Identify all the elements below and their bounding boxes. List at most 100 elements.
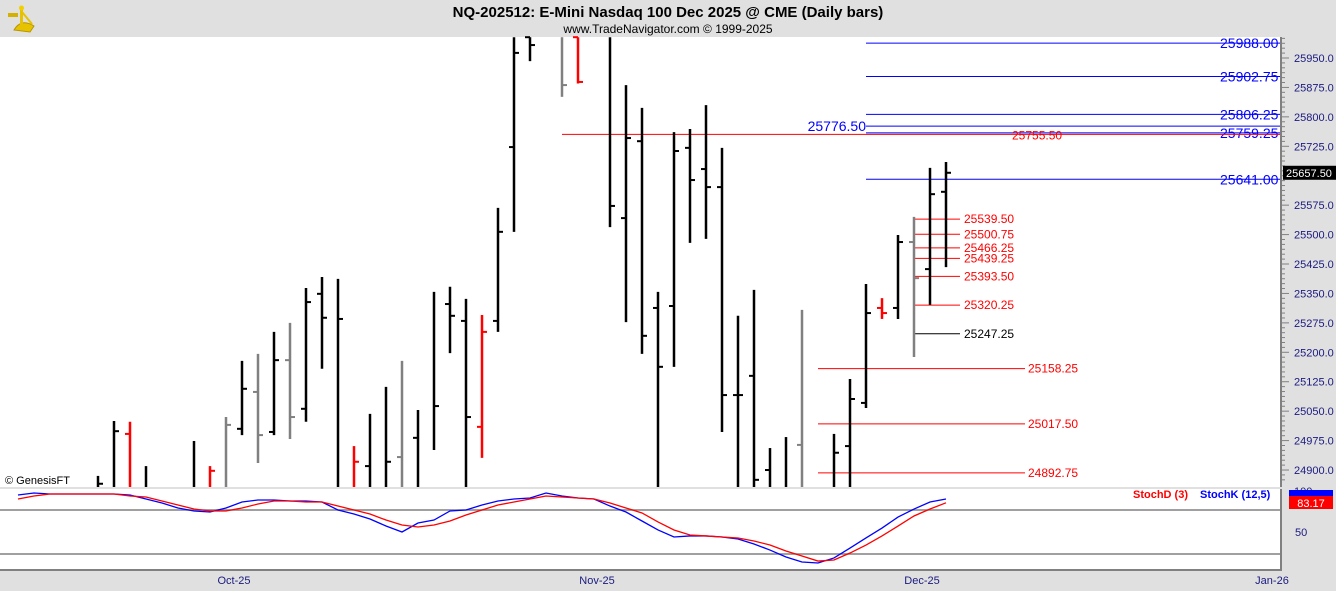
ohlc-bar	[560, 37, 567, 97]
stoch-tick-50: 50	[1295, 527, 1307, 539]
copyright-label: © GenesisFT	[5, 475, 70, 487]
stochd-legend: StochD (3)	[1133, 489, 1188, 501]
ohlc-bar	[365, 413, 372, 487]
level-label-red: 24892.75	[1028, 466, 1078, 480]
y-tick-label: 25500.0	[1294, 230, 1334, 242]
ohlc-bar	[269, 331, 279, 436]
ohlc-bar	[301, 287, 311, 422]
ohlc-bar	[525, 36, 535, 62]
level-label-short: 25393.50	[964, 269, 1014, 283]
x-label-oct: Oct-25	[217, 575, 250, 587]
y-tick-label: 25875.0	[1294, 82, 1334, 94]
ohlc-bar	[224, 417, 231, 487]
ohlc-bar	[749, 289, 759, 487]
ohlc-bar	[384, 386, 391, 487]
level-label-blue: 25776.50	[808, 118, 867, 134]
level-label-blue: 25759.25	[1220, 125, 1279, 141]
price-pane[interactable]	[0, 37, 1280, 487]
ohlc-bar	[733, 315, 743, 487]
ohlc-bar	[208, 466, 215, 487]
ohlc-bar	[653, 291, 663, 487]
ohlc-bar	[685, 129, 695, 243]
y-tick-label: 25050.0	[1294, 406, 1334, 418]
ohlc-bar	[637, 107, 647, 354]
y-tick-label: 25350.0	[1294, 288, 1334, 300]
stochk-line	[17, 492, 947, 564]
ohlc-bar	[352, 446, 359, 487]
y-tick-label: 25425.0	[1294, 259, 1334, 271]
ohlc-bar	[941, 161, 951, 268]
stochk-legend: StochK (12,5)	[1200, 489, 1271, 501]
level-label-red: 25755.50	[1012, 128, 1062, 142]
stochd-last-value: 83.17	[1297, 498, 1325, 510]
level-label-red: 25158.25	[1028, 362, 1078, 376]
ohlc-bar	[96, 475, 103, 487]
x-label-nov: Nov-25	[579, 575, 614, 587]
ohlc-bar	[336, 278, 343, 487]
stochd-last-tag	[1289, 496, 1333, 509]
sextant-icon	[8, 5, 35, 33]
ohlc-bar	[317, 276, 327, 369]
time-axis[interactable]: Oct-25 Nov-25 Dec-25 Jan-26	[217, 575, 1288, 587]
stochastic-pane[interactable]	[0, 489, 1280, 570]
ohlc-bar	[445, 286, 455, 354]
ohlc-bar	[509, 37, 519, 232]
x-label-jan: Jan-26	[1255, 575, 1289, 587]
ohlc-bar	[861, 284, 871, 409]
last-price-tag: 25657.50	[1283, 165, 1336, 180]
level-label-short: 25466.25	[964, 241, 1014, 255]
ohlc-bar	[925, 167, 935, 305]
level-label-short: 25320.25	[964, 298, 1014, 312]
ohlc-bar	[909, 216, 919, 358]
ohlc-bar	[112, 420, 119, 487]
level-label-blue: 25902.75	[1220, 69, 1279, 85]
ohlc-bar	[797, 309, 804, 487]
ohlc-bar	[717, 147, 727, 432]
ohlc-bar	[285, 322, 295, 440]
ohlc-bar	[253, 353, 263, 463]
stochastic-lines	[0, 492, 1280, 564]
ohlc-bar	[432, 291, 439, 451]
ohlc-bar	[669, 132, 679, 367]
ohlc-bar	[461, 298, 471, 487]
ohlc-bar	[125, 421, 132, 487]
chart-title: NQ-202512: E-Mini Nasdaq 100 Dec 2025 @ …	[453, 4, 884, 21]
y-tick-label: 25200.0	[1294, 347, 1334, 359]
ohlc-bar	[877, 298, 887, 319]
price-levels: 25988.00 25902.75 25806.25 25759.25 25641.00…	[562, 35, 1280, 480]
price-axis[interactable]: 25950.0 25875.0 25800.0 25725.0 25575.0 25500…	[1281, 37, 1334, 481]
ohlc-bar	[237, 360, 247, 436]
svg-text:25657.50: 25657.50	[1286, 168, 1332, 180]
y-tick-label: 24975.0	[1294, 436, 1334, 448]
x-label-dec: Dec-25	[904, 575, 939, 587]
ohlc-bar	[477, 315, 487, 458]
level-label-short: 25539.50	[964, 212, 1014, 226]
ohlc-bar	[573, 36, 583, 84]
ohlc-bar	[765, 448, 772, 487]
ohlc-bar	[397, 360, 404, 487]
y-tick-label: 24900.0	[1294, 465, 1334, 477]
ohlc-bar	[608, 37, 615, 228]
y-tick-label: 25950.0	[1294, 53, 1334, 65]
ohlc-bar	[832, 433, 839, 487]
level-label-red: 25017.50	[1028, 417, 1078, 431]
ohlc-bar	[845, 378, 855, 487]
level-label-short: 25500.75	[964, 227, 1014, 241]
level-label-blue: 25988.00	[1220, 35, 1279, 51]
level-label-short: 25247.25	[964, 327, 1014, 341]
y-tick-label: 25275.0	[1294, 318, 1334, 330]
stochd-line	[17, 493, 947, 562]
ohlc-bar	[701, 105, 711, 239]
y-tick-label: 25800.0	[1294, 112, 1334, 124]
level-label-blue: 25806.25	[1220, 106, 1279, 122]
y-tick-label: 25725.0	[1294, 141, 1334, 153]
level-label-blue: 25641.00	[1220, 171, 1279, 187]
level-label-short: 25439.25	[964, 251, 1014, 265]
y-tick-label: 25575.0	[1294, 200, 1334, 212]
ohlc-bar	[493, 207, 503, 332]
chart-subtitle: www.TradeNavigator.com © 1999-2025	[562, 22, 772, 36]
ohlc-bar	[893, 234, 903, 319]
stochk-last-tag	[1289, 490, 1333, 497]
